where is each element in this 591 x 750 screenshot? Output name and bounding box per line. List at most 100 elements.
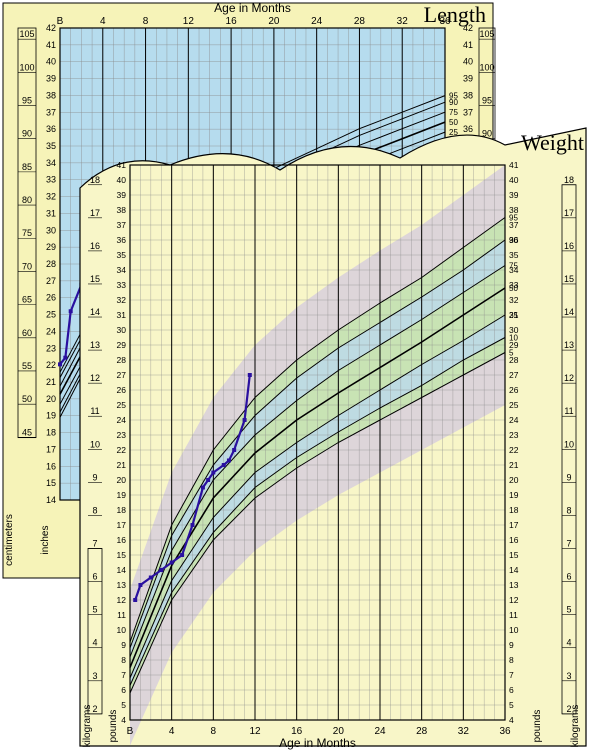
svg-text:7: 7 — [92, 539, 97, 549]
svg-text:10: 10 — [117, 625, 127, 635]
svg-text:24: 24 — [374, 726, 386, 737]
length-title: Length — [424, 2, 486, 27]
length-patient-point — [69, 309, 73, 313]
svg-text:26: 26 — [117, 385, 127, 395]
svg-text:32: 32 — [509, 295, 519, 305]
weight-patient-point — [138, 583, 142, 587]
svg-text:75: 75 — [22, 228, 32, 238]
svg-text:2: 2 — [92, 704, 97, 714]
svg-text:36: 36 — [499, 726, 511, 737]
svg-text:11: 11 — [564, 406, 573, 416]
svg-text:27: 27 — [46, 276, 56, 286]
svg-text:31: 31 — [117, 310, 127, 320]
svg-text:23: 23 — [46, 343, 56, 353]
svg-text:B: B — [57, 16, 64, 27]
svg-text:14: 14 — [509, 565, 519, 575]
svg-text:10: 10 — [90, 439, 100, 449]
svg-text:32: 32 — [46, 192, 56, 202]
svg-text:16: 16 — [117, 535, 127, 545]
svg-text:8: 8 — [143, 16, 149, 27]
svg-text:15: 15 — [117, 550, 127, 560]
svg-text:33: 33 — [509, 280, 519, 290]
weight-patient-point — [243, 418, 247, 422]
svg-text:28: 28 — [509, 355, 519, 365]
svg-text:6: 6 — [509, 685, 514, 695]
svg-text:12: 12 — [183, 16, 195, 27]
svg-text:4: 4 — [121, 715, 126, 725]
svg-text:12: 12 — [509, 595, 519, 605]
svg-text:17: 17 — [90, 208, 100, 218]
svg-text:6: 6 — [566, 572, 571, 582]
svg-text:36: 36 — [463, 124, 473, 134]
svg-text:18: 18 — [46, 428, 56, 438]
weight-unit-kg-left: kilograms — [82, 705, 93, 748]
svg-text:29: 29 — [46, 242, 56, 252]
svg-text:8: 8 — [92, 505, 97, 515]
weight-chart: 9590755025105B4812162024283236Age in Mon… — [80, 128, 586, 750]
svg-text:14: 14 — [117, 565, 127, 575]
svg-text:40: 40 — [509, 175, 519, 185]
svg-text:24: 24 — [509, 415, 519, 425]
svg-text:28: 28 — [46, 259, 56, 269]
svg-text:6: 6 — [121, 685, 126, 695]
svg-text:36: 36 — [46, 124, 56, 134]
svg-text:22: 22 — [117, 445, 127, 455]
svg-text:13: 13 — [90, 340, 100, 350]
length-patient-point — [63, 356, 67, 360]
svg-text:9: 9 — [121, 640, 126, 650]
svg-text:33: 33 — [117, 280, 127, 290]
svg-text:4: 4 — [509, 715, 514, 725]
svg-text:5: 5 — [121, 700, 126, 710]
svg-text:17: 17 — [509, 520, 519, 530]
svg-text:39: 39 — [509, 190, 519, 200]
weight-unit-lb-left: pounds — [108, 710, 119, 743]
svg-text:20: 20 — [117, 475, 127, 485]
svg-text:37: 37 — [509, 220, 519, 230]
svg-text:95: 95 — [482, 96, 492, 106]
svg-text:13: 13 — [564, 340, 574, 350]
svg-text:37: 37 — [46, 107, 56, 117]
svg-text:11: 11 — [509, 610, 518, 620]
svg-text:B: B — [127, 726, 134, 737]
svg-text:38: 38 — [509, 205, 519, 215]
svg-text:30: 30 — [117, 325, 127, 335]
svg-text:45: 45 — [22, 427, 32, 437]
svg-text:20: 20 — [268, 16, 280, 27]
svg-text:20: 20 — [509, 475, 519, 485]
weight-patient-point — [206, 478, 210, 482]
svg-text:9: 9 — [566, 472, 571, 482]
svg-text:60: 60 — [22, 328, 32, 338]
svg-text:42: 42 — [46, 23, 56, 33]
svg-text:16: 16 — [564, 241, 574, 251]
svg-text:40: 40 — [463, 57, 473, 67]
svg-text:8: 8 — [211, 726, 217, 737]
svg-text:38: 38 — [463, 90, 473, 100]
svg-text:26: 26 — [46, 293, 56, 303]
svg-text:6: 6 — [92, 572, 97, 582]
svg-text:55: 55 — [22, 361, 32, 371]
svg-text:41: 41 — [46, 40, 56, 50]
svg-text:17: 17 — [117, 520, 127, 530]
length-patient-point — [58, 362, 62, 366]
svg-text:3: 3 — [92, 671, 97, 681]
svg-text:20: 20 — [46, 394, 56, 404]
svg-text:35: 35 — [117, 250, 127, 260]
svg-text:31: 31 — [509, 310, 519, 320]
svg-text:9: 9 — [509, 640, 514, 650]
svg-text:8: 8 — [121, 655, 126, 665]
svg-text:95: 95 — [22, 96, 32, 106]
svg-text:14: 14 — [46, 495, 56, 505]
length-age-title: Age in Months — [214, 1, 291, 15]
svg-text:16: 16 — [46, 461, 56, 471]
svg-text:16: 16 — [509, 535, 519, 545]
svg-text:21: 21 — [117, 460, 127, 470]
svg-text:18: 18 — [509, 505, 519, 515]
weight-patient-point — [180, 553, 184, 557]
svg-text:100: 100 — [19, 62, 34, 72]
svg-text:34: 34 — [509, 265, 519, 275]
weight-patient-point — [170, 561, 174, 565]
svg-text:90: 90 — [22, 129, 32, 139]
svg-text:17: 17 — [564, 208, 574, 218]
svg-text:13: 13 — [509, 580, 519, 590]
svg-text:40: 40 — [117, 175, 127, 185]
